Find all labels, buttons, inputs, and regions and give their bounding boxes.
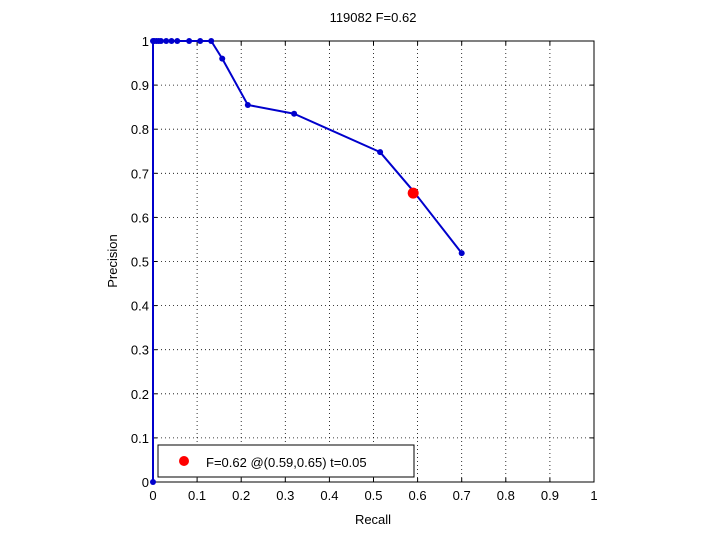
data-point bbox=[208, 38, 215, 44]
data-point bbox=[163, 38, 170, 44]
x-tick-label: 0.4 bbox=[320, 488, 338, 503]
legend-marker bbox=[179, 456, 189, 466]
x-tick-label: 0.7 bbox=[453, 488, 471, 503]
x-tick-label: 0.5 bbox=[364, 488, 382, 503]
y-axis-label: Precision bbox=[105, 234, 120, 287]
y-tick-label: 0.1 bbox=[131, 431, 149, 446]
data-point bbox=[458, 250, 465, 257]
y-tick-label: 0.4 bbox=[131, 299, 149, 314]
data-point bbox=[219, 55, 226, 62]
y-tick-labels: 0 0.1 0.2 0.3 0.4 0.5 0.6 0.7 0.8 0.9 1 bbox=[131, 34, 149, 490]
x-tick-label: 0.3 bbox=[276, 488, 294, 503]
y-tick-label: 0.7 bbox=[131, 166, 149, 181]
data-point bbox=[197, 38, 204, 44]
x-tick-label: 0 bbox=[149, 488, 156, 503]
data-point bbox=[186, 38, 193, 44]
series-line bbox=[152, 40, 463, 482]
y-tick-label: 0.5 bbox=[131, 255, 149, 270]
y-tick-label: 0.8 bbox=[131, 122, 149, 137]
x-axis-label: Recall bbox=[355, 512, 391, 527]
data-point bbox=[150, 479, 156, 485]
data-point bbox=[244, 101, 251, 108]
legend-label: F=0.62 @(0.59,0.65) t=0.05 bbox=[206, 455, 367, 470]
x-tick-label: 0.9 bbox=[541, 488, 559, 503]
x-tick-label: 0.1 bbox=[188, 488, 206, 503]
x-tick-label: 0.6 bbox=[409, 488, 427, 503]
x-tick-label: 1 bbox=[590, 488, 597, 503]
axis-ticks bbox=[152, 40, 595, 483]
legend: F=0.62 @(0.59,0.65) t=0.05 bbox=[157, 444, 415, 478]
data-point bbox=[174, 38, 181, 44]
y-tick-label: 1 bbox=[142, 34, 149, 49]
data-point bbox=[168, 38, 175, 44]
y-tick-label: 0.6 bbox=[131, 210, 149, 225]
grid-lines bbox=[153, 41, 594, 482]
highlight-layer bbox=[407, 187, 419, 199]
y-tick-label: 0.3 bbox=[131, 343, 149, 358]
data-point bbox=[377, 149, 384, 156]
series-layer bbox=[150, 38, 465, 485]
y-tick-label: 0 bbox=[142, 475, 149, 490]
x-tick-labels: 0 0.1 0.2 0.3 0.4 0.5 0.6 0.7 0.8 0.9 1 bbox=[149, 488, 597, 503]
y-tick-label: 0.9 bbox=[131, 78, 149, 93]
best-f-point bbox=[407, 187, 419, 199]
y-tick-label: 0.2 bbox=[131, 387, 149, 402]
data-point bbox=[157, 38, 164, 44]
data-point bbox=[291, 110, 298, 117]
x-tick-label: 0.8 bbox=[497, 488, 515, 503]
legend-box bbox=[157, 444, 415, 478]
x-tick-label: 0.2 bbox=[232, 488, 250, 503]
chart-title: 119082 F=0.62 bbox=[330, 10, 417, 25]
